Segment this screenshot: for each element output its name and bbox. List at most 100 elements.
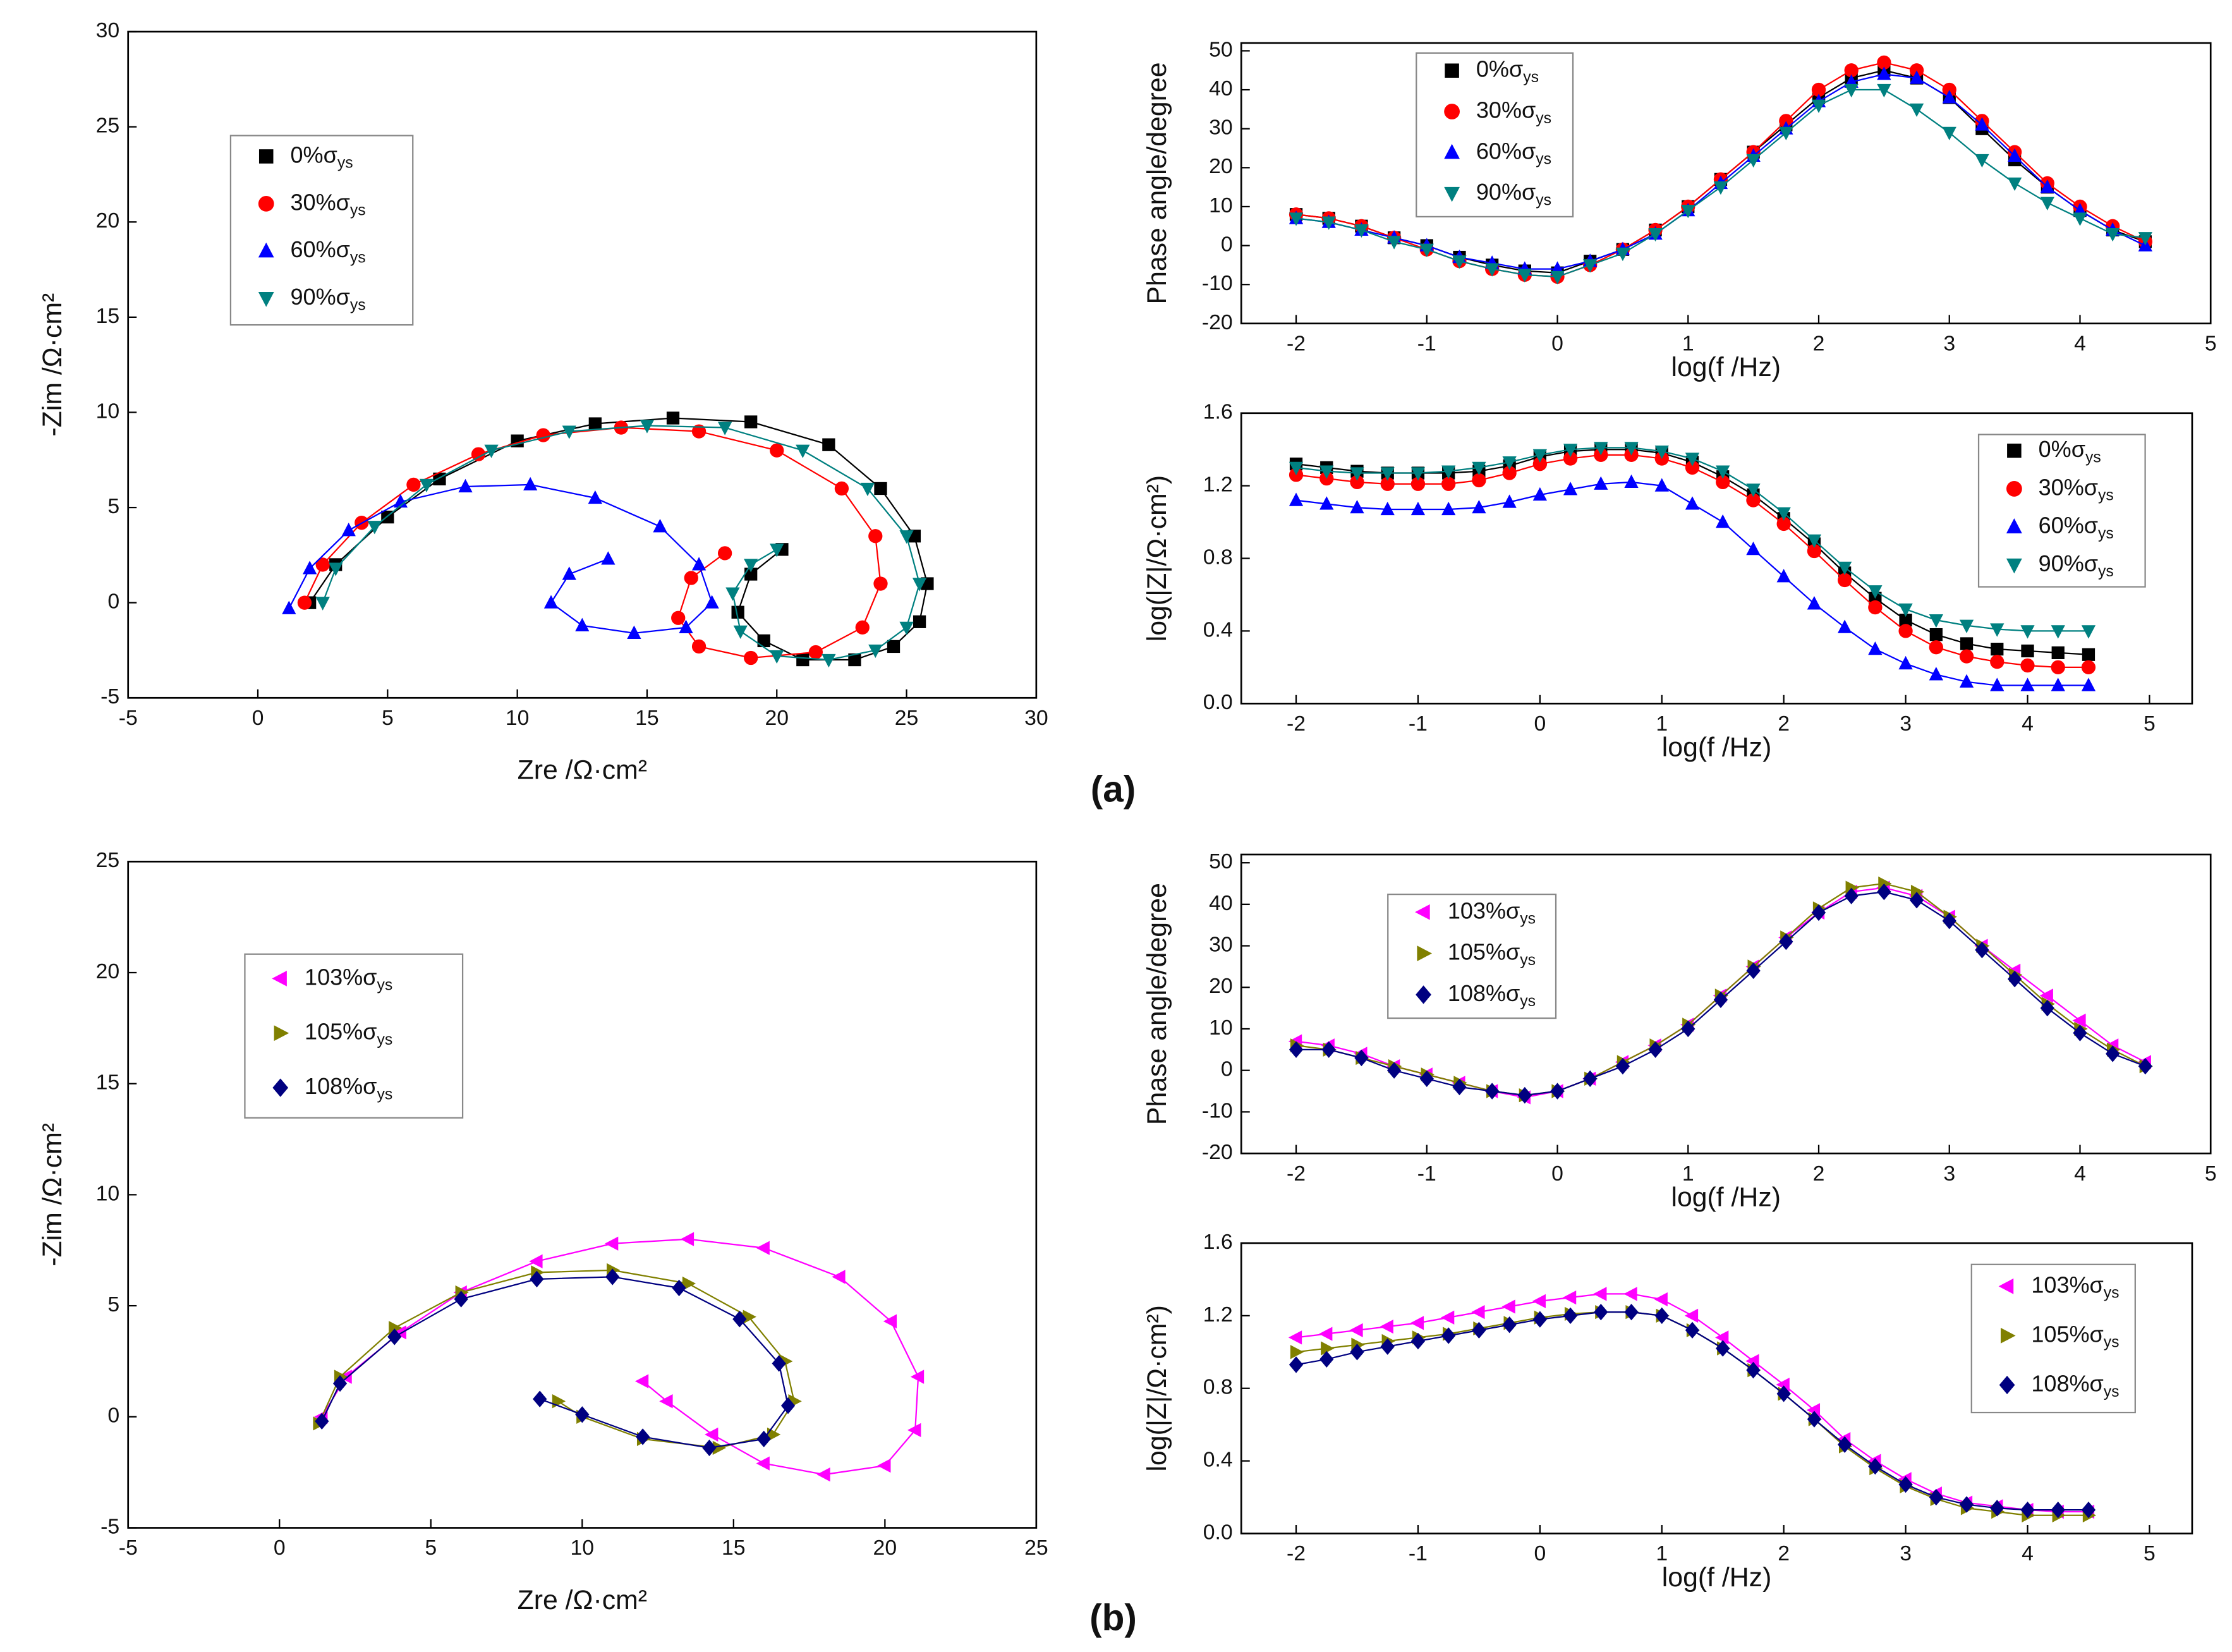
x-tick-label: 1 — [1656, 712, 1668, 736]
marker — [367, 521, 382, 535]
x-tick-label: 5 — [382, 706, 394, 730]
x-tick-label: 5 — [2144, 712, 2156, 736]
marker — [834, 481, 849, 496]
marker — [640, 420, 655, 434]
marker — [2138, 232, 2152, 246]
marker — [2040, 197, 2054, 210]
x-tick-label: -2 — [1287, 332, 1306, 356]
y-tick-label: 0.4 — [1203, 1448, 1233, 1472]
marker — [1909, 70, 1924, 84]
y-tick-label: 1.6 — [1203, 1230, 1233, 1254]
marker — [635, 1428, 650, 1445]
marker — [1779, 114, 1793, 128]
marker — [1319, 465, 1334, 479]
marker — [1485, 263, 1500, 277]
marker — [1502, 1316, 1517, 1333]
x-tick-label: 2 — [1778, 1541, 1790, 1565]
y-tick-label: -5 — [100, 1514, 119, 1538]
marker — [2007, 148, 2022, 162]
marker — [1623, 1287, 1637, 1301]
legend-label: 60%σys — [1476, 138, 1551, 167]
marker — [1959, 674, 1974, 688]
marker — [575, 617, 590, 631]
marker — [1624, 1303, 1639, 1321]
marker — [822, 438, 835, 451]
marker — [2051, 660, 2065, 674]
marker — [2007, 177, 2022, 191]
legend-marker — [1444, 104, 1460, 119]
marker — [1419, 243, 1434, 257]
marker — [691, 639, 707, 654]
marker — [1350, 499, 1364, 514]
legend-box — [1387, 893, 1557, 1019]
marker — [671, 610, 686, 625]
marker — [627, 625, 641, 639]
x-tick-label: -1 — [1409, 712, 1428, 736]
y-tick-label: 20 — [96, 959, 120, 983]
y-tick-label: 1.6 — [1203, 400, 1233, 424]
marker — [1648, 228, 1663, 242]
marker — [1811, 904, 1826, 921]
x-tick-label: 10 — [571, 1536, 595, 1560]
y-axis-title: -Zim /Ω·cm² — [37, 293, 68, 437]
y-tick-label: 20 — [1209, 154, 1233, 178]
marker — [1441, 465, 1456, 479]
marker — [315, 1412, 329, 1430]
legend-label: 105%σys — [1448, 938, 1536, 968]
y-tick-label: -20 — [1202, 1140, 1233, 1164]
marker — [873, 576, 888, 591]
marker — [605, 1236, 619, 1251]
marker — [1562, 1291, 1577, 1305]
marker — [744, 650, 758, 665]
marker — [1501, 1299, 1515, 1314]
marker — [1776, 1377, 1790, 1392]
marker — [666, 411, 680, 425]
marker — [899, 530, 914, 544]
marker — [1716, 465, 1730, 479]
marker — [2106, 228, 2120, 242]
marker — [868, 529, 883, 544]
marker — [691, 557, 707, 571]
y-tick-label: 0 — [1221, 233, 1233, 257]
marker — [1746, 541, 1761, 556]
marker — [1532, 457, 1548, 471]
marker — [1319, 1327, 1333, 1341]
marker — [1837, 1436, 1852, 1453]
marker — [1648, 1041, 1663, 1059]
marker — [1959, 649, 1974, 664]
marker — [1990, 677, 2005, 691]
marker — [406, 477, 421, 492]
marker — [1380, 477, 1395, 491]
marker — [1929, 640, 1943, 655]
marker — [2073, 212, 2087, 226]
marker — [1716, 475, 1730, 490]
marker — [1807, 1411, 1822, 1428]
y-tick-label: 0.8 — [1203, 1375, 1233, 1399]
marker — [2040, 999, 2054, 1017]
marker — [1386, 1062, 1402, 1079]
x-tick-label: 15 — [722, 1536, 746, 1560]
legend-label: 30%σys — [1476, 97, 1551, 126]
legend-marker — [1999, 1375, 2015, 1395]
marker — [341, 523, 356, 537]
fit-line — [321, 1238, 919, 1476]
marker — [1563, 451, 1578, 466]
x-tick-label: 20 — [765, 706, 789, 730]
marker — [1410, 477, 1426, 491]
y-axis-title: -Zim /Ω·cm² — [37, 1123, 68, 1266]
marker — [1877, 55, 1891, 70]
marker — [605, 1268, 620, 1285]
legend-marker — [2006, 558, 2022, 574]
marker — [1289, 1041, 1304, 1059]
marker — [1909, 63, 1924, 78]
marker — [454, 1291, 468, 1308]
legend-label: 60%σys — [2039, 512, 2114, 542]
x-tick-label: -1 — [1409, 1541, 1428, 1565]
marker — [1502, 494, 1517, 508]
marker — [1776, 507, 1791, 521]
marker — [1942, 82, 1956, 97]
panel-label: (a) — [1091, 768, 1136, 810]
x-axis-title: log(f /Hz) — [1662, 1562, 1772, 1593]
x-tick-label: 5 — [2205, 1162, 2217, 1186]
marker — [393, 494, 408, 508]
